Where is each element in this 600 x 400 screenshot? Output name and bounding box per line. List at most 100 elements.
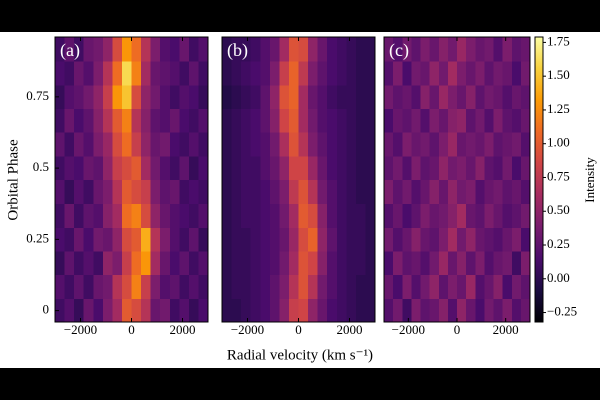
- heatmap-cell: [365, 85, 376, 109]
- heatmap-cell: [336, 85, 347, 109]
- heatmap-cell: [402, 156, 412, 181]
- heatmap-cell: [298, 227, 309, 252]
- heatmap-cell: [150, 251, 161, 276]
- heatmap-cell: [160, 298, 171, 323]
- heatmap-cell: [160, 61, 171, 86]
- heatmap-cell: [188, 156, 199, 181]
- heatmap-cell: [402, 132, 412, 157]
- heatmap-cell: [475, 203, 485, 228]
- heatmap-cell: [438, 156, 449, 181]
- heatmap-cell: [457, 108, 467, 133]
- heatmap-cell: [121, 251, 132, 276]
- heatmap-cell: [393, 85, 403, 109]
- heatmap-cell: [102, 227, 113, 252]
- heatmap-cell: [365, 132, 376, 157]
- heatmap-cell: [198, 156, 209, 181]
- heatmap-cell: [179, 275, 190, 300]
- heatmap-cell: [150, 61, 161, 86]
- heatmap-cell: [502, 156, 513, 181]
- heatmap-cell: [231, 85, 242, 109]
- heatmap-cell: [93, 61, 104, 86]
- heatmap-cell: [511, 132, 522, 157]
- heatmap-cell: [74, 37, 84, 62]
- heatmap-cell: [336, 132, 347, 157]
- heatmap-cell: [74, 275, 84, 300]
- heatmap-cell: [241, 203, 251, 228]
- heatmap-cell: [466, 298, 476, 323]
- heatmap-cell: [393, 132, 403, 157]
- heatmap-cell: [55, 132, 65, 157]
- heatmap-cell: [141, 61, 151, 86]
- heatmap-cell: [279, 275, 290, 300]
- heatmap-cell: [198, 275, 209, 300]
- heatmap-cell: [260, 251, 271, 276]
- heatmap-cell: [179, 37, 190, 62]
- heatmap-cell: [336, 61, 347, 86]
- panel-label: (a): [60, 40, 80, 61]
- heatmap-cell: [298, 132, 309, 157]
- heatmap-cell: [420, 251, 430, 276]
- heatmap-cell: [402, 85, 412, 109]
- heatmap-cell: [131, 132, 142, 157]
- heatmap-cell: [384, 227, 394, 252]
- heatmap-cell: [420, 298, 430, 323]
- heatmap-cell: [102, 251, 113, 276]
- heatmap-cell: [393, 275, 403, 300]
- heatmap-cell: [179, 298, 190, 323]
- heatmap-cell: [55, 85, 65, 109]
- heatmap-cell: [83, 251, 94, 276]
- heatmap-cell: [241, 179, 251, 204]
- heatmap-cell: [317, 179, 328, 204]
- heatmap-cell: [93, 179, 104, 204]
- heatmap-cell: [83, 156, 94, 181]
- heatmap-cell: [179, 179, 190, 204]
- heatmap-cell: [346, 108, 357, 133]
- heatmap-cell: [74, 132, 84, 157]
- heatmap-cell: [64, 251, 75, 276]
- heatmap-cell: [520, 298, 531, 323]
- heatmap-cell: [429, 61, 440, 86]
- heatmap-cell: [393, 298, 403, 323]
- heatmap-cell: [250, 227, 261, 252]
- heatmap-cell: [502, 227, 513, 252]
- heatmap-cell: [279, 251, 290, 276]
- heatmap-cell: [520, 85, 531, 109]
- heatmap-cell: [502, 61, 513, 86]
- heatmap-cell: [355, 61, 366, 86]
- heatmap-cell: [279, 156, 290, 181]
- heatmap-cell: [308, 179, 318, 204]
- heatmap-cell: [346, 251, 357, 276]
- heatmap-cell: [355, 132, 366, 157]
- heatmap-cell: [131, 85, 142, 109]
- heatmap-cell: [298, 61, 309, 86]
- heatmap-cell: [160, 156, 171, 181]
- heatmap-cell: [365, 61, 376, 86]
- heatmap-cell: [198, 132, 209, 157]
- colorbar-tick-label: −0.25: [547, 304, 577, 319]
- heatmap-cell: [411, 108, 421, 133]
- heatmap-cell: [169, 227, 180, 252]
- heatmap-cell: [55, 298, 65, 323]
- heatmap-cell: [365, 275, 376, 300]
- heatmap-cell: [222, 179, 232, 204]
- heatmap-cell: [74, 108, 84, 133]
- heatmap-cell: [336, 108, 347, 133]
- x-tick-label: 0: [454, 322, 461, 337]
- heatmap-cell: [179, 85, 190, 109]
- heatmap-cell: [308, 85, 318, 109]
- heatmap-cell: [411, 85, 421, 109]
- heatmap-cell: [55, 179, 65, 204]
- heatmap-cell: [231, 251, 242, 276]
- heatmap-cell: [336, 156, 347, 181]
- heatmap-cell: [198, 203, 209, 228]
- top-bar: [0, 0, 600, 32]
- heatmap-cell: [179, 108, 190, 133]
- heatmap-cell: [198, 298, 209, 323]
- heatmap-cell: [93, 108, 104, 133]
- heatmap-cell: [393, 179, 403, 204]
- heatmap-cell: [83, 108, 94, 133]
- heatmap-cell: [420, 85, 430, 109]
- heatmap-cell: [502, 108, 513, 133]
- heatmap-cell: [231, 298, 242, 323]
